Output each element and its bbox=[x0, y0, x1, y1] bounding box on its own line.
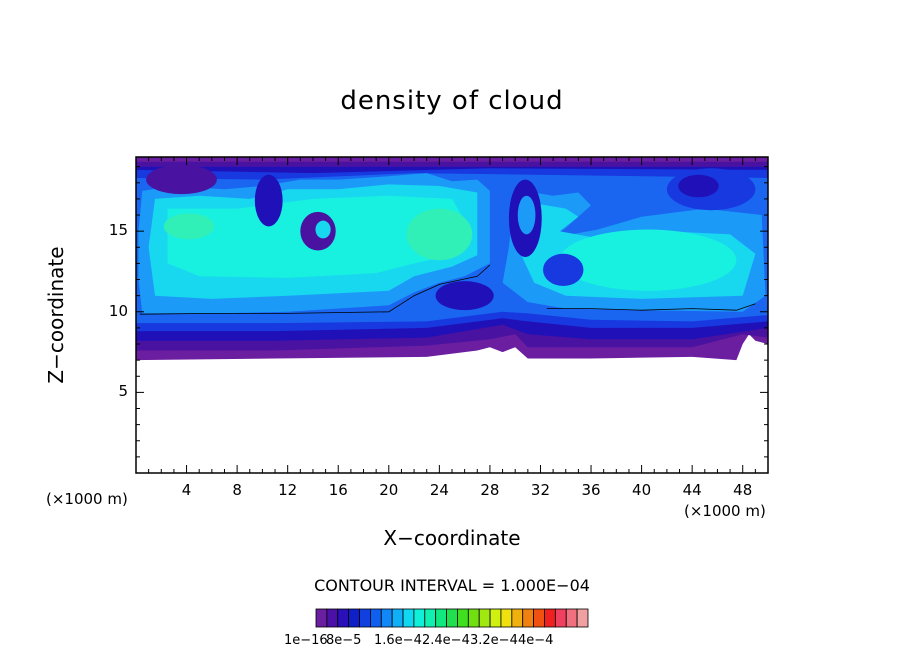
colorbar-swatch bbox=[500, 608, 513, 628]
eddy-2-core bbox=[315, 220, 331, 239]
colorbar-swatch bbox=[369, 608, 382, 628]
eddy-1 bbox=[254, 174, 283, 227]
y-axis-label: Z−coordinate bbox=[44, 246, 68, 384]
colorbar-swatch bbox=[565, 608, 578, 628]
x-axis-unit-right: (×1000 m) bbox=[684, 502, 766, 520]
colorbar-swatch bbox=[544, 608, 556, 628]
x-tick-label: 40 bbox=[632, 481, 652, 499]
eddy-6 bbox=[146, 165, 217, 195]
y-tick-label: 15 bbox=[108, 221, 128, 240]
colorbar-swatch bbox=[457, 608, 469, 628]
colorbar-swatch bbox=[424, 608, 437, 628]
colorbar-swatch bbox=[533, 608, 545, 628]
x-axis-unit-left: (×1000 m) bbox=[46, 490, 128, 508]
x-tick-label: 44 bbox=[682, 481, 702, 499]
core-right-inner bbox=[559, 229, 737, 291]
colorbar-label: 8e−5 bbox=[326, 633, 362, 648]
x-tick-label: 48 bbox=[733, 481, 753, 499]
chart-title: density of cloud bbox=[340, 86, 564, 116]
x-axis-label: X−coordinate bbox=[383, 526, 521, 550]
colorbar-label: 2.4e−4 bbox=[422, 633, 470, 648]
colorbar-swatch bbox=[348, 608, 360, 628]
colorbar-swatch bbox=[576, 608, 589, 628]
colorbar-swatch bbox=[402, 608, 415, 628]
x-tick-label: 28 bbox=[480, 481, 500, 499]
eddy-4 bbox=[435, 281, 494, 311]
colorbar-swatch bbox=[391, 608, 404, 628]
y-tick-label: 5 bbox=[118, 382, 128, 401]
core-left-peak bbox=[406, 208, 473, 261]
colorbar-label: 4e−4 bbox=[518, 633, 554, 648]
colorbar-swatch bbox=[554, 608, 567, 628]
x-tick-label: 36 bbox=[581, 481, 601, 499]
colorbar-label: 3.2e−4 bbox=[470, 633, 518, 648]
contour-interval-label: CONTOUR INTERVAL = 1.000E−04 bbox=[314, 576, 590, 595]
colorbar-swatch bbox=[522, 608, 534, 628]
x-tick-label: 4 bbox=[181, 481, 192, 499]
colorbar-swatch bbox=[435, 608, 447, 628]
colorbar-swatch bbox=[337, 608, 350, 628]
core-left-peak-2 bbox=[163, 213, 215, 240]
colorbar-swatch bbox=[359, 608, 371, 628]
cloud-density-field bbox=[136, 157, 768, 361]
colorbar-label: 1.6e−4 bbox=[374, 633, 422, 648]
x-tick-label: 20 bbox=[379, 481, 399, 499]
colorbar-label: 1e−16 bbox=[284, 633, 328, 648]
colorbar-swatch bbox=[489, 608, 502, 628]
contour-line-right bbox=[546, 303, 756, 311]
y-tick-label: 10 bbox=[108, 301, 128, 320]
colorbar-swatch bbox=[413, 608, 426, 628]
colorbar-swatch bbox=[511, 608, 524, 628]
axis-ticks bbox=[136, 157, 768, 473]
x-tick-label: 8 bbox=[232, 481, 242, 499]
colorbar-swatch bbox=[380, 608, 393, 628]
x-tick-label: 24 bbox=[429, 481, 449, 499]
contour-line-base bbox=[139, 264, 491, 315]
x-tick-label: 16 bbox=[328, 481, 348, 499]
eddy-7-core bbox=[678, 174, 719, 198]
colorbar-swatch bbox=[478, 608, 491, 628]
x-tick-label: 12 bbox=[278, 481, 298, 499]
colorbar-swatch bbox=[446, 608, 458, 628]
colorbar bbox=[315, 608, 589, 628]
eddy-5 bbox=[543, 253, 584, 286]
colorbar-swatch bbox=[326, 608, 339, 628]
x-tick-label: 32 bbox=[530, 481, 551, 499]
colorbar-swatch bbox=[315, 608, 328, 628]
eddy-3-core bbox=[517, 195, 536, 235]
colorbar-swatch bbox=[467, 608, 480, 628]
